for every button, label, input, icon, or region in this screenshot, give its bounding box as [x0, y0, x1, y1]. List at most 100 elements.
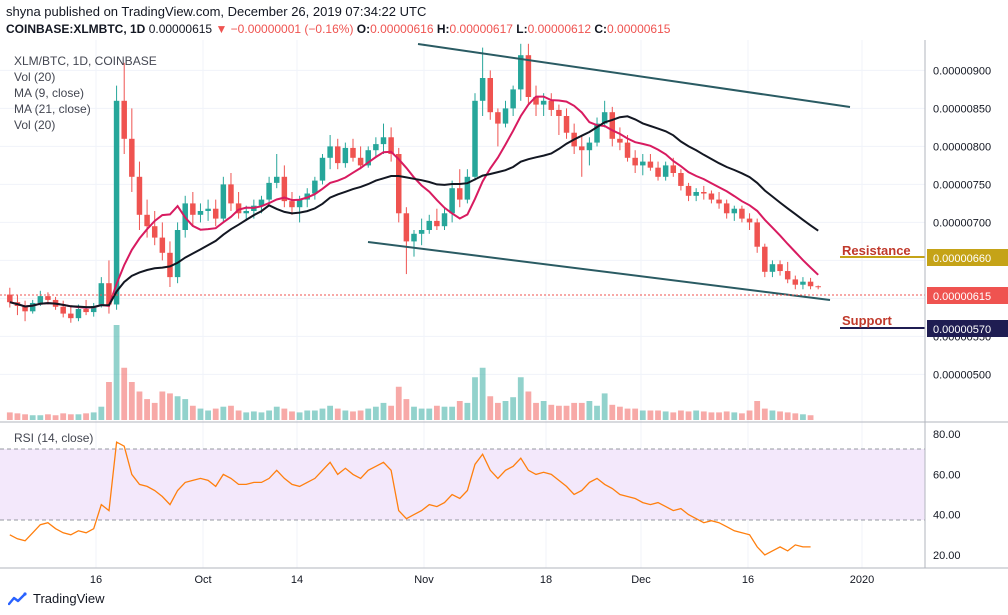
candle-body — [167, 252, 173, 278]
volume-bar — [266, 410, 273, 420]
candle-body — [624, 142, 631, 158]
time-axis[interactable]: 16 Oct 14 Nov 18 Dec 16 2020 — [90, 574, 874, 585]
volume-bar — [639, 410, 646, 420]
candle-body — [426, 220, 432, 230]
volume-bar — [731, 412, 738, 420]
candle-body — [83, 309, 89, 313]
volume-bar — [800, 414, 806, 420]
rsi-tick-label: 40.00 — [933, 510, 961, 522]
resistance-tag — [927, 249, 1008, 266]
volume-bar — [98, 406, 105, 420]
candle-body — [685, 185, 692, 196]
volume-bars — [6, 325, 814, 420]
candle-body — [7, 294, 13, 303]
rsi-title: RSI (14, close) — [14, 431, 93, 445]
candle-body — [68, 313, 74, 319]
volume-bar — [502, 401, 509, 420]
candle-body — [601, 112, 608, 124]
support-tag-text: 0.00000570 — [933, 324, 991, 336]
volume-bar — [746, 410, 753, 420]
tradingview-logo-icon — [8, 591, 27, 605]
volume-bar — [258, 412, 265, 420]
candle-body — [205, 208, 211, 211]
volume-bar — [487, 396, 494, 420]
tradingview-logo[interactable]: TradingView — [8, 591, 105, 606]
volume-bar — [601, 393, 608, 420]
volume-bar — [411, 406, 417, 420]
volume-bar — [464, 402, 471, 420]
volume-bar — [449, 406, 456, 420]
candle-body — [296, 199, 303, 208]
candle-body — [586, 142, 593, 151]
volume-bar — [212, 408, 219, 420]
time-tick-label: 16 — [742, 574, 754, 585]
volume-bar — [456, 401, 463, 420]
volume-bar — [350, 411, 356, 420]
volume-bar — [342, 410, 349, 420]
candle-body — [472, 100, 478, 177]
rsi-axis[interactable]: 80.00 60.00 40.00 20.00 — [933, 429, 961, 562]
candle-body — [640, 161, 646, 166]
header: shyna published on TradingView.com, Dece… — [0, 0, 1008, 40]
volume-bar — [693, 410, 700, 420]
volume-bar — [807, 415, 814, 420]
candle-body — [273, 176, 280, 183]
volume-bar — [220, 406, 227, 420]
channel-lower-line[interactable] — [367, 241, 831, 301]
volume-bar — [75, 414, 82, 420]
support-label: Support — [842, 313, 892, 328]
volume-bar — [441, 406, 448, 420]
candle-body — [144, 214, 150, 227]
volume-bar — [670, 412, 677, 420]
volume-bar — [365, 408, 372, 420]
time-tick-label: 16 — [90, 574, 102, 585]
legend-vol: Vol (20) — [14, 70, 55, 84]
candle-body — [594, 123, 600, 143]
candle-body — [479, 78, 486, 101]
candle-body — [334, 146, 341, 164]
candle-body — [533, 97, 539, 105]
candle-body — [411, 233, 417, 242]
down-arrow-icon: ▼ — [215, 22, 228, 36]
volume-bar — [29, 415, 36, 420]
candle-body — [647, 161, 654, 168]
price-change: −0.00000001 (−0.16%) — [230, 22, 354, 36]
volume-bar — [289, 411, 295, 420]
candle-body — [45, 296, 51, 300]
volume-bar — [357, 410, 364, 420]
price-tick-label: 0.00000500 — [933, 369, 991, 381]
volume-bar — [388, 405, 395, 420]
candle-body — [739, 208, 745, 219]
high-label: H: — [436, 22, 450, 36]
candle-body — [495, 112, 501, 124]
legend: XLM/BTC, 1D, COINBASE Vol (20) MA (9, cl… — [14, 54, 157, 132]
candle-body — [129, 138, 135, 177]
volume-bar — [228, 405, 234, 420]
volume-bar — [594, 405, 600, 420]
candle-body — [678, 173, 684, 186]
last-price: 0.00000615 — [148, 22, 213, 36]
channel-upper-line[interactable] — [417, 43, 851, 108]
ma21-line — [9, 115, 819, 309]
volume-bar — [525, 391, 532, 420]
candles[interactable] — [7, 43, 821, 323]
time-tick-label: Oct — [194, 574, 211, 585]
volume-bar — [777, 411, 783, 420]
candle-body — [243, 211, 249, 214]
volume-bar — [22, 414, 28, 420]
volume-bar — [395, 386, 402, 420]
volume-bar — [235, 410, 242, 420]
volume-bar — [433, 405, 440, 420]
volume-bar — [708, 412, 715, 420]
volume-bar — [662, 411, 669, 420]
volume-bar — [159, 391, 166, 420]
volume-bar — [426, 408, 433, 420]
candle-body — [258, 199, 265, 206]
candle-body — [159, 237, 166, 253]
volume-bar — [243, 412, 250, 420]
volume-bar — [319, 408, 326, 420]
support-tag — [927, 320, 1008, 337]
price-chart[interactable]: Resistance Support XLM/BTC, 1D, COINBASE… — [0, 40, 1008, 585]
publish-info: shyna published on TradingView.com, Dece… — [6, 4, 427, 19]
volume-bar — [304, 410, 311, 420]
